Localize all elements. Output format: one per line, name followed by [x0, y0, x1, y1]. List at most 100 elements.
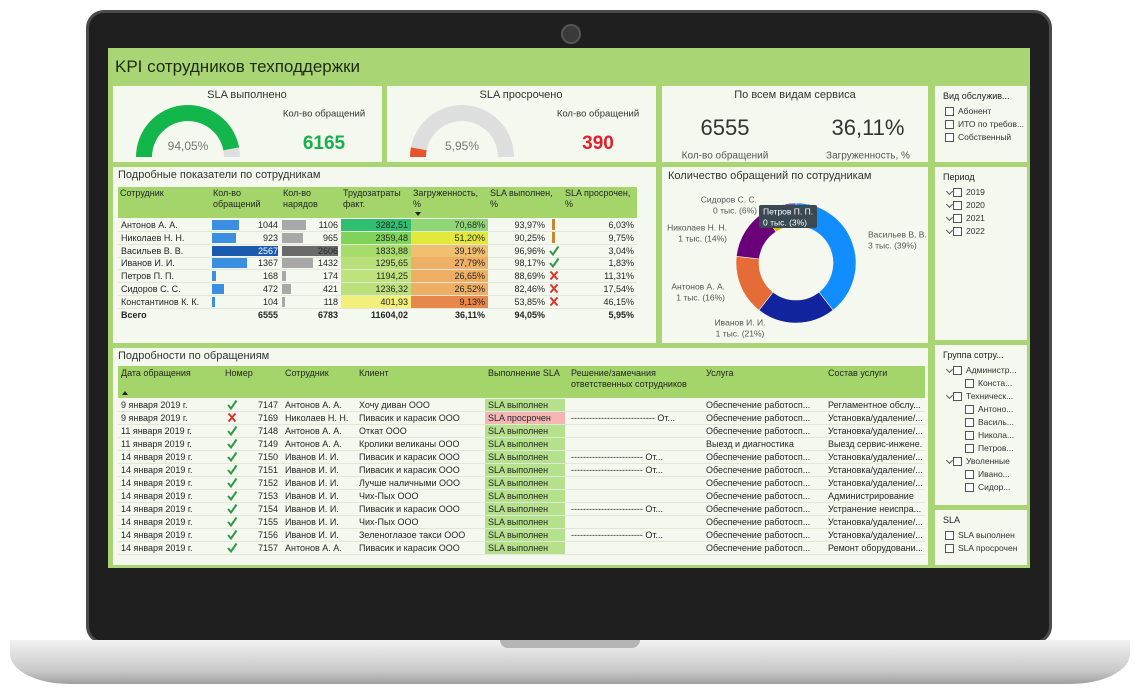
check-icon — [549, 245, 560, 256]
sort-arrow — [415, 212, 421, 216]
table-cell: SLA выполнен — [488, 491, 549, 501]
checkbox[interactable] — [953, 214, 962, 223]
check-icon — [227, 516, 238, 528]
column-header: Состав услуги — [828, 368, 888, 378]
checkbox[interactable] — [965, 483, 974, 492]
table-cell: 11 января 2019 г. — [121, 426, 192, 436]
heat-cell — [341, 270, 411, 283]
table-cell: 9 января 2019 г. — [121, 400, 188, 410]
sla-cell-bg — [485, 425, 565, 437]
checkbox[interactable] — [965, 431, 974, 440]
checkbox[interactable] — [945, 544, 954, 553]
slicer-item[interactable]: Никола... — [978, 430, 1015, 440]
slicer-item[interactable]: Собственный — [958, 132, 1012, 142]
table-cell: Обеспечение работосп... — [706, 530, 811, 540]
table-cell: Антонов А. А. — [121, 220, 178, 230]
slicer-item[interactable]: 2022 — [966, 226, 985, 236]
table-cell: Чих-Пых ООО — [359, 517, 419, 527]
table-cell: Обеспечение работосп... — [706, 400, 811, 410]
donut-slice — [795, 202, 857, 311]
table-cell: Обеспечение работосп... — [706, 543, 811, 553]
checkbox[interactable] — [953, 366, 962, 375]
table-cell: Установка/удаление/... — [828, 465, 922, 475]
table-cell: Пивасик и карасик ООО — [359, 543, 460, 553]
checkbox[interactable] — [945, 133, 954, 142]
expand-chevron[interactable] — [945, 200, 954, 209]
cross-icon — [549, 296, 559, 306]
table-cell: 7152 — [257, 478, 278, 488]
table-cell: 14 января 2019 г. — [121, 504, 193, 514]
status-icon — [227, 464, 238, 476]
slicer-item[interactable]: Абонент — [958, 106, 992, 116]
checkbox[interactable] — [965, 444, 974, 453]
donut-label-value: 3 тыс. (39%) — [868, 240, 917, 250]
checkbox[interactable] — [965, 379, 974, 388]
mid-icon — [552, 231, 555, 243]
checkbox[interactable] — [953, 457, 962, 466]
table-cell: Иванов И. И. — [285, 504, 339, 514]
kpi-label: Кол-во обращений — [283, 109, 365, 120]
checkbox[interactable] — [953, 201, 962, 210]
row-line — [118, 528, 925, 529]
check-icon — [227, 399, 238, 411]
row-line — [118, 307, 637, 309]
checkbox[interactable] — [945, 107, 954, 116]
table-cell: 118 — [323, 296, 338, 307]
checkbox[interactable] — [965, 418, 974, 427]
checkbox[interactable] — [953, 227, 962, 236]
slicer-item[interactable]: SLA просрочен — [958, 543, 1018, 553]
checkbox[interactable] — [965, 470, 974, 479]
slicer-item[interactable]: Василь... — [978, 417, 1014, 427]
table-cell: Николаев Н. Н. — [285, 413, 349, 423]
slicer-item[interactable]: SLA выполнен — [958, 530, 1015, 540]
table-cell: Обеспечение работосп... — [706, 491, 811, 501]
table-cell: 36,11% — [454, 310, 485, 320]
table-cell: 11,31% — [604, 271, 634, 282]
sla-cell-bg — [485, 464, 565, 476]
slicer-item[interactable]: Ивано... — [978, 469, 1010, 479]
checkbox[interactable] — [965, 405, 974, 414]
expand-chevron[interactable] — [945, 213, 954, 222]
slicer-item[interactable]: Сидор... — [978, 482, 1011, 492]
checkbox[interactable] — [945, 120, 954, 129]
slicer-item[interactable]: 2019 — [966, 187, 985, 197]
heat-cell — [411, 244, 488, 257]
expand-chevron[interactable] — [945, 187, 954, 196]
table-cell: 26,65% — [454, 271, 485, 282]
table-cell: 6,03% — [608, 220, 634, 230]
table-cell: 46,15% — [603, 296, 634, 307]
check-icon — [227, 503, 238, 515]
expand-chevron[interactable] — [945, 456, 954, 465]
slicer-item[interactable]: 2021 — [966, 213, 985, 223]
column-header: Кол-во обращений — [213, 188, 261, 209]
checkbox[interactable] — [945, 531, 954, 540]
checkbox[interactable] — [953, 188, 962, 197]
row-line — [118, 231, 637, 232]
table-cell: Ремонт оборудовани... — [828, 543, 922, 553]
expand-chevron[interactable] — [945, 226, 954, 235]
status-icon — [227, 438, 238, 450]
slicer-item[interactable]: Петров... — [978, 443, 1014, 453]
status-icon — [227, 425, 238, 437]
checkbox[interactable] — [953, 392, 962, 401]
slicer-item[interactable]: Уволенные — [966, 456, 1010, 466]
expand-chevron[interactable] — [945, 365, 954, 374]
table-cell: 1432 — [317, 258, 338, 269]
slicer-item[interactable]: Конста... — [978, 378, 1013, 388]
table-cell: Иванов И. И. — [285, 452, 339, 462]
slicer-item[interactable]: 2020 — [966, 200, 985, 210]
sla-cell-bg — [485, 477, 565, 489]
table-cell: Антонов А. А. — [285, 439, 342, 449]
slicer-item[interactable]: Антоно... — [978, 404, 1014, 414]
expand-chevron[interactable] — [945, 391, 954, 400]
table-cell: Константинов К. К. — [121, 296, 200, 307]
table-cell: 7169 — [257, 413, 278, 423]
table-cell: Пивасик и карасик ООО — [359, 413, 460, 423]
gauge-label: 5,95% — [445, 139, 479, 153]
slicer-item[interactable]: ИТО по требов... — [958, 119, 1025, 129]
donut-label-value: 0 тыс. (3%) — [763, 217, 807, 227]
slicer-item[interactable]: Администр... — [966, 365, 1017, 375]
row-line — [118, 515, 925, 516]
slicer-item[interactable]: Техническ... — [966, 391, 1014, 401]
